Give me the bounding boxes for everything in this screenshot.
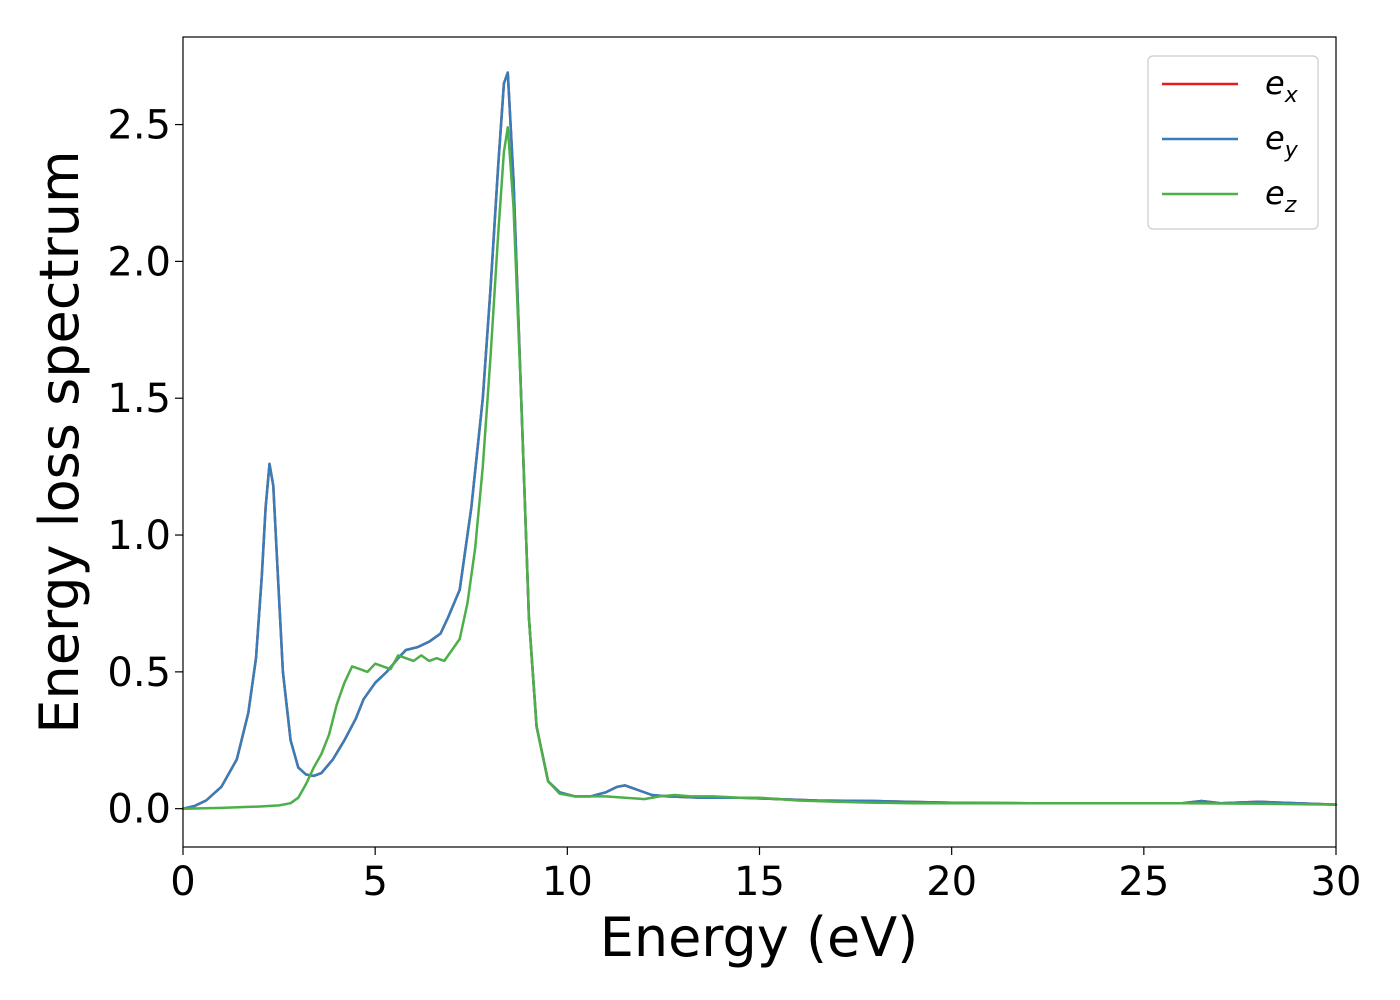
plot-lines: [181, 71, 1338, 810]
legend: ex ey ez: [1147, 55, 1319, 230]
y-tick-label: 0.0: [107, 787, 171, 833]
series-line-z: [181, 126, 1338, 810]
legend-label-y: ey: [1265, 119, 1299, 163]
legend-label-z: ez: [1265, 174, 1297, 218]
y-axis: 0.0 0.5 1.0 1.5 2.0 2.5: [107, 103, 183, 833]
y-tick-label: 1.5: [107, 376, 171, 422]
y-tick-label: 0.5: [107, 650, 171, 696]
x-tick-label: 25: [1118, 859, 1169, 905]
legend-label-x: ex: [1265, 64, 1299, 108]
x-tick-label: 30: [1311, 859, 1362, 905]
y-tick-label: 1.0: [107, 513, 171, 559]
x-tick-label: 10: [542, 859, 593, 905]
y-tick-label: 2.0: [107, 239, 171, 285]
x-tick-label: 15: [734, 859, 785, 905]
x-axis-title: Energy (eV): [600, 906, 919, 969]
x-tick-label: 0: [170, 859, 195, 905]
x-tick-label: 20: [926, 859, 977, 905]
legend-box: [1147, 55, 1319, 230]
y-tick-label: 2.5: [107, 103, 171, 149]
y-axis-title: Energy loss spectrum: [28, 150, 91, 733]
x-axis: 0 5 10 15 20 25 30: [170, 847, 1361, 905]
x-tick-label: 5: [362, 859, 387, 905]
